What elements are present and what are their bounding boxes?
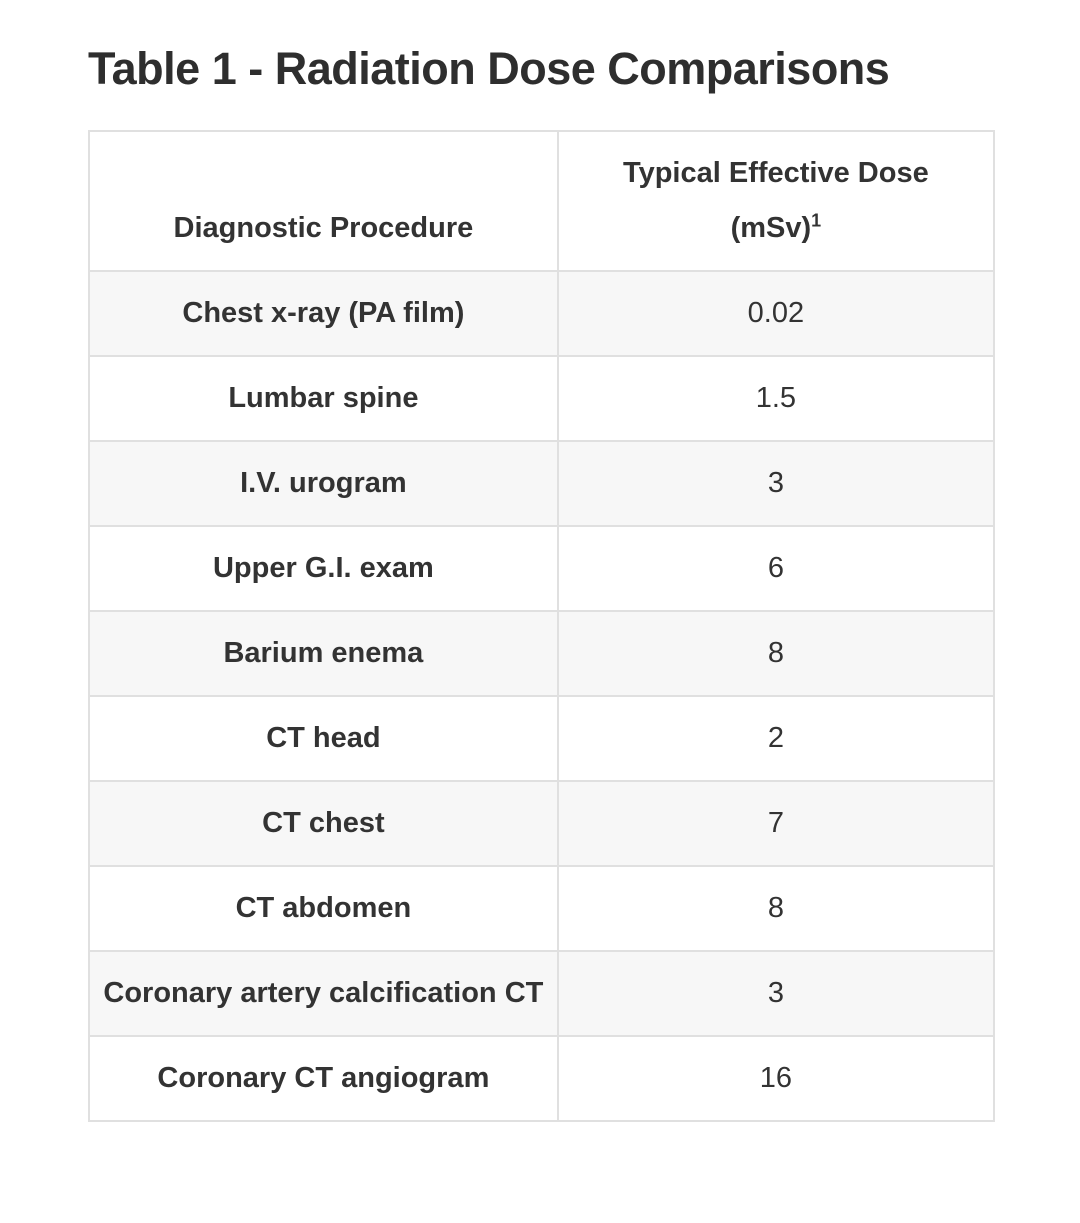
page-title: Table 1 - Radiation Dose Comparisons: [88, 43, 890, 94]
column-header-dose: Typical Effective Dose (mSv)1: [556, 130, 996, 272]
table-header: Diagnostic Procedure Typical Effective D…: [88, 130, 996, 272]
table-row: Barium enema 8: [88, 610, 996, 697]
procedure-cell: Upper G.I. exam: [88, 525, 559, 612]
table-row: I.V. urogram 3: [88, 440, 996, 527]
footnote-superscript: 1: [811, 210, 822, 231]
procedure-cell: Chest x-ray (PA film): [88, 270, 559, 357]
procedure-cell: Coronary artery calcification CT: [88, 950, 559, 1037]
procedure-cell: Coronary CT angiogram: [88, 1035, 559, 1122]
dose-value-cell: 16: [556, 1035, 996, 1122]
table-row: CT abdomen 8: [88, 865, 996, 952]
radiation-dose-table: Diagnostic Procedure Typical Effective D…: [88, 130, 996, 1122]
table-row: CT chest 7: [88, 780, 996, 867]
procedure-cell: CT abdomen: [88, 865, 559, 952]
column-header-dose-line1: Typical Effective Dose: [623, 157, 929, 189]
column-header-dose-line2: (mSv): [730, 212, 812, 244]
procedure-cell: Barium enema: [88, 610, 559, 697]
dose-value-cell: 8: [556, 610, 996, 697]
table-body: Chest x-ray (PA film) 0.02 Lumbar spine …: [88, 270, 996, 1122]
procedure-cell: CT chest: [88, 780, 559, 867]
dose-value-cell: 8: [556, 865, 996, 952]
table-row: Coronary CT angiogram 16: [88, 1035, 996, 1122]
table-row: Upper G.I. exam 6: [88, 525, 996, 612]
dose-value-cell: 2: [556, 695, 996, 782]
dose-value-cell: 3: [556, 950, 996, 1037]
procedure-cell: I.V. urogram: [88, 440, 559, 527]
dose-value-cell: 7: [556, 780, 996, 867]
dose-value-cell: 1.5: [556, 355, 996, 442]
header-row: Diagnostic Procedure Typical Effective D…: [88, 130, 996, 272]
column-header-procedure: Diagnostic Procedure: [88, 130, 559, 272]
procedure-cell: Lumbar spine: [88, 355, 559, 442]
table-row: Coronary artery calcification CT 3: [88, 950, 996, 1037]
dose-value-cell: 0.02: [556, 270, 996, 357]
table-row: Chest x-ray (PA film) 0.02: [88, 270, 996, 357]
dose-value-cell: 6: [556, 525, 996, 612]
table-row: CT head 2: [88, 695, 996, 782]
table-row: Lumbar spine 1.5: [88, 355, 996, 442]
dose-value-cell: 3: [556, 440, 996, 527]
procedure-cell: CT head: [88, 695, 559, 782]
